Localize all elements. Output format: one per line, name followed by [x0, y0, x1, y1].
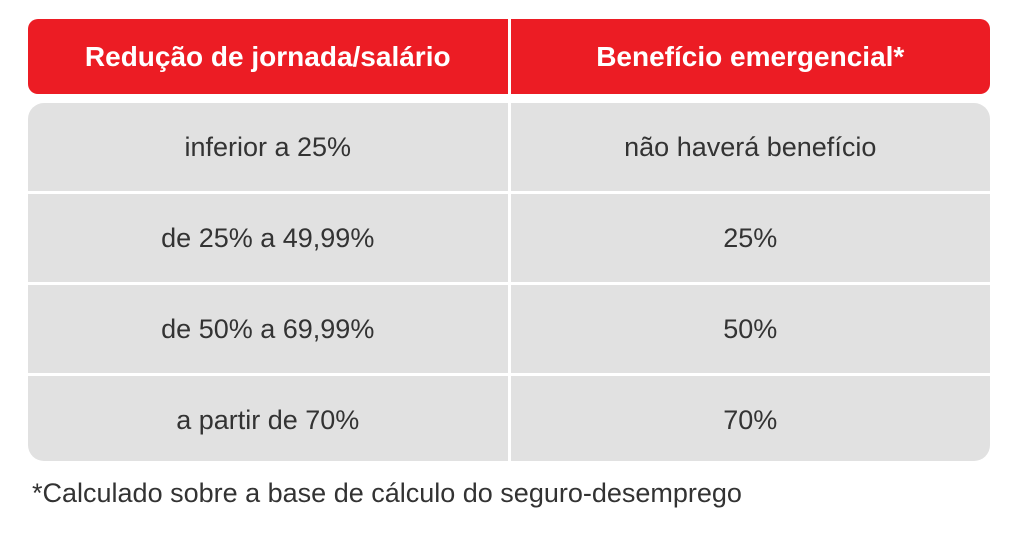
cell-reduction: de 50% a 69,99% [161, 313, 375, 344]
table-row: inferior a 25% não haverá benefício [28, 103, 990, 191]
table-row: de 50% a 69,99% 50% [28, 282, 990, 373]
cell-reduction: a partir de 70% [176, 404, 360, 435]
cell-reduction: inferior a 25% [184, 131, 352, 162]
cell-benefit: 50% [507, 285, 991, 373]
cell-benefit: 70% [507, 376, 991, 461]
table-row: a partir de 70% 70% [28, 373, 990, 461]
cell-reduction: de 25% a 49,99% [161, 222, 375, 253]
cell-benefit: não haverá benefício [507, 103, 991, 191]
header-reduction: Redução de jornada/salário [84, 40, 451, 72]
cell-benefit: 25% [507, 194, 991, 282]
table-row: de 25% a 49,99% 25% [28, 191, 990, 282]
table-header: Redução de jornada/salário Benefício eme… [28, 19, 990, 94]
header-benefit: Benefício emergencial* [507, 19, 991, 94]
footnote: *Calculado sobre a base de cálculo do se… [32, 478, 742, 508]
table-body: inferior a 25% não haverá benefício de 2… [28, 103, 990, 461]
